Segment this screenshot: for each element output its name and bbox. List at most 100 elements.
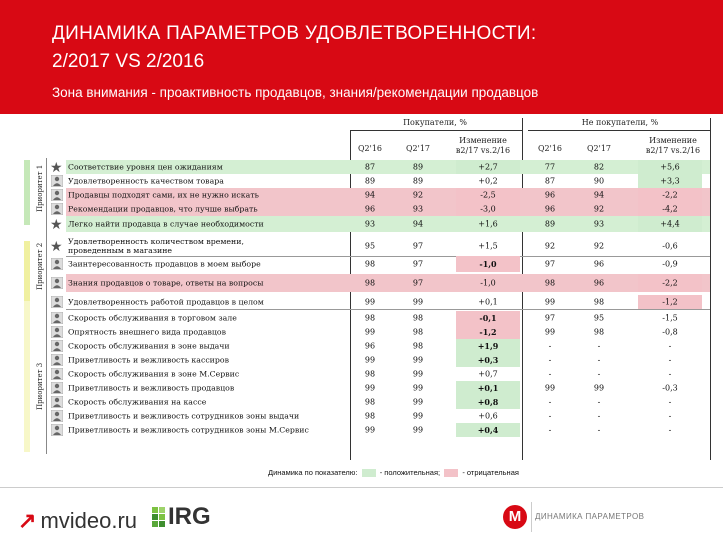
nonbuyers-change-value: - [668, 355, 672, 365]
buyers-q2-17-value: 94 [412, 219, 424, 229]
person-icon [51, 258, 63, 270]
person-icon [51, 368, 63, 380]
nonbuyers-q2-17-value: 90 [593, 176, 605, 186]
legend: Динамика по показателю: - положительная;… [268, 468, 519, 478]
buyers-change-value: +0,6 [478, 411, 498, 421]
row-label: Удовлетворенность качеством товара [68, 176, 224, 186]
m-logo-icon: М [503, 505, 527, 529]
buyers-change-value: -1,0 [479, 259, 497, 269]
col-header-nonbuyers-q2-17: Q2'17 [586, 144, 612, 153]
buyers-change-value: +0,4 [477, 425, 499, 435]
buyers-change-value: -3,0 [480, 204, 496, 214]
nonbuyers-change-cell: -1,2 [638, 295, 702, 309]
buyers-change-cell: -3,0 [456, 202, 520, 216]
buyers-q2-17-value: 99 [412, 397, 424, 407]
row-label: Приветливость и вежливость сотрудников з… [68, 425, 309, 435]
nonbuyers-q2-17-value: 92 [593, 204, 605, 214]
nonbuyers-change-cell: - [638, 423, 702, 437]
person-icon [51, 277, 63, 289]
row-label: Скорость обслуживания в торговом зале [68, 313, 237, 323]
nonbuyers-q2-16-value: 98 [544, 278, 556, 288]
nonbuyers-q2-16-value: - [548, 341, 552, 351]
table-row: ★ Легко найти продавца в случае необходим… [48, 216, 710, 232]
nonbuyers-change-value: -0,9 [662, 259, 678, 269]
mvideo-arrow-icon: ↗ [18, 508, 37, 533]
row-label: Приветливость и вежливость сотрудников з… [68, 411, 300, 421]
nonbuyers-q2-16-value: - [548, 411, 552, 421]
person-icon [51, 354, 63, 366]
buyers-q2-17-value: 92 [412, 190, 424, 200]
footer-divider [0, 487, 723, 488]
group-underline-nonbuyers [528, 130, 710, 131]
nonbuyers-q2-17-value: 98 [593, 297, 605, 307]
table-row: Рекомендации продавцов, что лучше выбрат… [48, 202, 710, 216]
nonbuyers-change-cell: -0,3 [638, 381, 702, 395]
buyers-change-cell: -2,5 [456, 188, 520, 202]
row-label: Удовлетворенность количеством времени, п… [68, 236, 244, 255]
buyers-change-cell: +0,1 [456, 295, 520, 309]
nonbuyers-q2-17-value: 94 [593, 190, 605, 200]
table-row: Знания продавцов о товаре, ответы на воп… [48, 274, 710, 292]
nonbuyers-q2-16-value: 99 [544, 327, 556, 337]
nonbuyers-change-value: -0,6 [662, 241, 678, 250]
person-icon [51, 189, 63, 201]
row-label: Приветливость и вежливость кассиров [68, 355, 229, 365]
nonbuyers-change-cell: +3,3 [638, 174, 702, 188]
buyers-change-cell: -1,0 [456, 256, 520, 272]
page-title-line2: 2/2017 VS 2/2016 [52, 51, 205, 72]
buyers-q2-16-value: 98 [364, 397, 376, 407]
buyers-q2-16-value: 98 [364, 313, 376, 323]
buyers-change-value: -2,5 [480, 190, 496, 200]
table-row: Заинтересованность продавцов в моем выбо… [48, 256, 710, 272]
row-label: Легко найти продавца в случае необходимо… [68, 219, 264, 229]
row-highlight [66, 202, 710, 216]
table-row: ★ Соответствие уровня цен ожиданиям +2,7 +5… [48, 159, 710, 175]
buyers-q2-17-value: 97 [412, 278, 424, 288]
nonbuyers-change-value: -1,5 [662, 313, 678, 323]
row-label: Приветливость и вежливость продавцов [68, 383, 235, 393]
nonbuyers-change-value: -4,2 [662, 204, 678, 214]
priority-label-2: Приоритет 2 [36, 242, 44, 290]
buyers-change-cell: +0,7 [456, 367, 520, 381]
nonbuyers-q2-17-value: - [597, 369, 601, 379]
buyers-change-value: -1,2 [479, 327, 497, 337]
row-label: Скорость обслуживания в зоне М.Сервис [68, 369, 240, 379]
buyers-change-cell: +0,2 [456, 174, 520, 188]
nonbuyers-q2-16-value: - [548, 369, 552, 379]
person-icon [51, 396, 63, 408]
legend-negative-swatch [444, 469, 459, 478]
col-header-change-line2: в2/17 vs.2/16 [645, 146, 701, 155]
buyers-change-cell: +1,9 [456, 339, 520, 353]
nonbuyers-q2-17-value: 98 [593, 327, 605, 337]
nonbuyers-q2-16-value: 96 [544, 204, 556, 214]
nonbuyers-q2-16-value: 97 [544, 313, 556, 323]
page-title-line1: ДИНАМИКА ПАРАМЕТРОВ УДОВЛЕТВОРЕННОСТИ: [52, 23, 537, 44]
row-label: Удовлетворенность работой продавцов в це… [68, 297, 264, 307]
buyers-change-value: +0,8 [477, 397, 499, 407]
buyers-change-cell: +0,6 [456, 409, 520, 423]
buyers-q2-17-value: 99 [412, 411, 424, 421]
mvideo-logo: ↗ mvideo.ru [18, 508, 137, 534]
nonbuyers-q2-17-value: 92 [593, 241, 605, 250]
table-row: Продавцы подходят сами, их не нужно иска… [48, 188, 710, 202]
nonbuyers-change-value: -1,2 [662, 297, 678, 307]
buyers-q2-16-value: 98 [364, 278, 376, 288]
buyers-q2-16-value: 94 [364, 190, 376, 200]
priority-bar-2 [24, 241, 30, 301]
footer-vertical-divider [531, 502, 532, 532]
buyers-change-cell: +1,5 [456, 235, 520, 256]
legend-prefix: Динамика по показателю: [268, 468, 358, 477]
person-icon [51, 312, 63, 324]
nonbuyers-q2-16-value: - [548, 355, 552, 365]
priority-axis-line [46, 158, 47, 454]
buyers-q2-17-value: 99 [412, 297, 424, 307]
nonbuyers-q2-17-value: - [597, 341, 601, 351]
nonbuyers-q2-16-value: 77 [544, 162, 556, 172]
col-header-nonbuyers-q2-16: Q2'16 [537, 144, 563, 153]
row-highlight [66, 160, 710, 174]
row-label: Рекомендации продавцов, что лучше выбрат… [68, 204, 258, 214]
nonbuyers-q2-16-value: 92 [544, 241, 556, 250]
nonbuyers-change-value: -0,3 [662, 383, 678, 393]
buyers-change-cell: +2,7 [456, 160, 520, 174]
row-label: Соответствие уровня цен ожиданиям [68, 162, 223, 172]
